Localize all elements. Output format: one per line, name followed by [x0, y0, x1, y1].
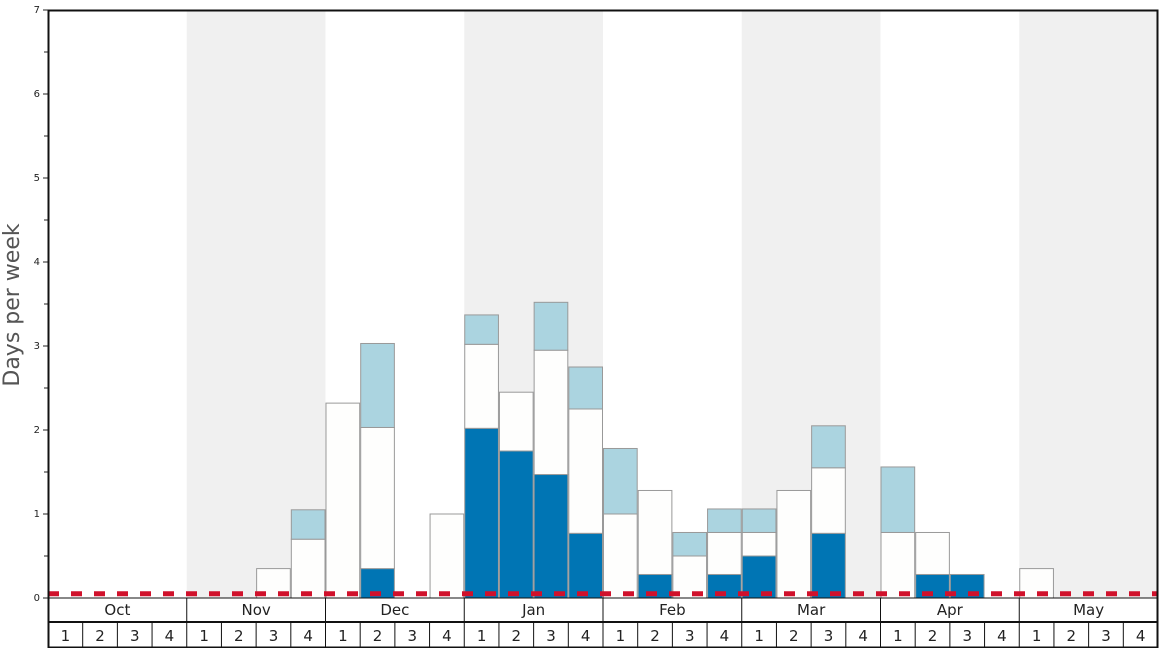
bar-middle-week-20	[707, 531, 742, 575]
week-label: 1	[477, 627, 487, 645]
bar-middle-week-21	[741, 531, 777, 557]
bar-top-week-15	[533, 301, 569, 351]
bar-middle-week-26	[915, 531, 950, 575]
bar-middle-week-23	[811, 467, 846, 534]
bar-middle-week-15	[533, 349, 569, 476]
week-label: 3	[269, 627, 279, 645]
week-label: 3	[1101, 627, 1111, 645]
y-axis: 0 1 2 3 4 5 6 7	[34, 5, 48, 604]
bar-bottom-week-16	[568, 532, 603, 599]
y-tick-label: 2	[34, 425, 40, 436]
month-label: Nov	[241, 601, 270, 619]
week-label: 1	[199, 627, 209, 645]
bar-middle-week-22	[776, 489, 812, 599]
bar-top-week-10	[360, 342, 395, 428]
y-tick-label: 5	[34, 173, 40, 184]
week-label: 3	[962, 627, 972, 645]
week-label: 4	[303, 627, 313, 645]
bar-top-week-17	[603, 447, 638, 515]
bar-top-week-13	[464, 314, 499, 345]
bar-middle-week-25	[880, 531, 916, 599]
week-label: 1	[61, 627, 71, 645]
week-label: 2	[373, 627, 383, 645]
week-label: 4	[858, 627, 868, 645]
bar-middle-week-14	[498, 391, 534, 452]
y-axis-label: Days per week	[0, 223, 25, 386]
bar-middle-week-16	[568, 408, 603, 534]
week-label: 2	[1067, 627, 1077, 645]
bar-middle-week-19	[672, 555, 708, 599]
y-tick-label: 0	[34, 593, 40, 604]
month-label: Oct	[104, 601, 130, 619]
bar-bottom-week-15	[533, 474, 569, 599]
week-label: 2	[234, 627, 244, 645]
bar-middle-week-8	[290, 538, 326, 599]
bar-top-week-21	[741, 508, 777, 533]
week-label: 1	[893, 627, 903, 645]
bar-middle-week-9	[325, 402, 361, 599]
week-label: 3	[407, 627, 417, 645]
bar-top-week-20	[707, 508, 742, 533]
bar-middle-week-13	[464, 343, 499, 429]
bar-middle-week-12	[429, 513, 465, 599]
week-label: 4	[720, 627, 730, 645]
week-label: 3	[130, 627, 140, 645]
y-tick-label: 6	[34, 89, 40, 100]
bar-middle-week-18	[637, 489, 673, 575]
week-label: 4	[442, 627, 452, 645]
y-tick-label: 3	[34, 341, 40, 352]
week-label: 1	[616, 627, 626, 645]
bar-top-week-25	[880, 466, 916, 533]
y-tick-label: 1	[34, 509, 40, 520]
x-axis: Oct Nov Dec Jan Feb Mar Apr May 1 2 3 4 1 2 3 4 1 2 3 4 1 2 3 4…	[48, 597, 1158, 647]
month-shade-may	[1019, 10, 1158, 598]
week-label: 3	[824, 627, 834, 645]
week-label: 2	[789, 627, 799, 645]
month-label: Jan	[521, 601, 545, 619]
month-label: Dec	[380, 601, 409, 619]
month-label: Feb	[659, 601, 686, 619]
week-label: 1	[338, 627, 348, 645]
week-label: 2	[95, 627, 105, 645]
week-label: 4	[581, 627, 591, 645]
week-label: 2	[512, 627, 522, 645]
bar-top-week-16	[568, 366, 603, 410]
month-label: May	[1073, 601, 1104, 619]
bar-middle-week-29	[1019, 568, 1054, 599]
bar-top-week-8	[290, 509, 326, 540]
month-label: Apr	[937, 601, 964, 619]
week-label: 3	[546, 627, 556, 645]
bar-bottom-week-14	[498, 450, 534, 599]
y-tick-label: 4	[34, 257, 40, 268]
week-label: 2	[650, 627, 660, 645]
bar-middle-week-17	[603, 513, 638, 599]
week-label: 2	[928, 627, 938, 645]
week-label: 3	[685, 627, 695, 645]
y-tick-label: 7	[34, 5, 40, 16]
bars-layer	[256, 301, 1054, 599]
week-label: 1	[1032, 627, 1042, 645]
week-label: 4	[997, 627, 1007, 645]
week-label: 4	[1136, 627, 1146, 645]
bar-top-week-23	[811, 425, 846, 469]
bar-bottom-week-13	[464, 427, 499, 599]
week-label: 4	[165, 627, 175, 645]
bar-bottom-week-23	[811, 532, 846, 599]
month-label: Mar	[797, 601, 826, 619]
week-label: 1	[754, 627, 764, 645]
bar-middle-week-10	[360, 426, 395, 570]
bar-top-week-19	[672, 531, 708, 557]
month-shade-nov	[186, 10, 326, 598]
